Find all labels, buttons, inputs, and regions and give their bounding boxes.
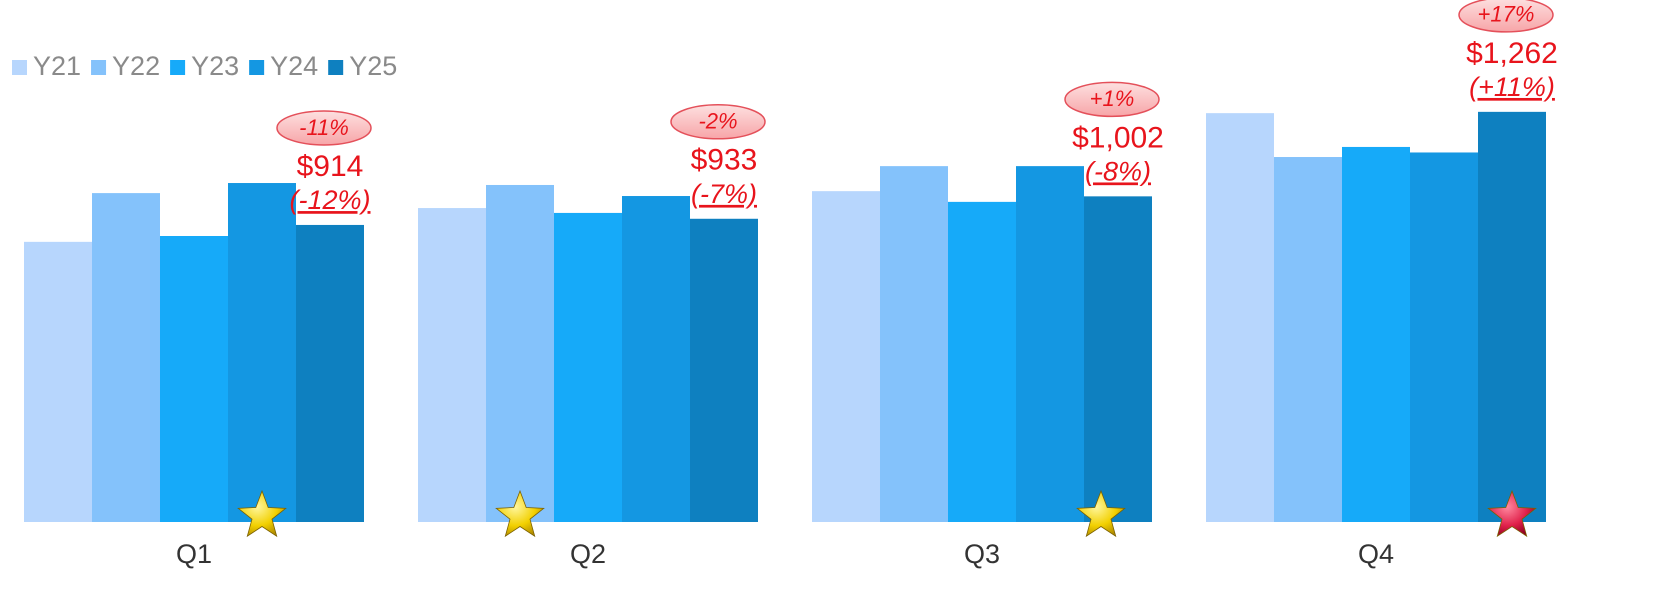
bar <box>1342 146 1410 522</box>
bar <box>1206 113 1274 523</box>
bar <box>554 212 622 523</box>
bar <box>160 236 228 522</box>
bar <box>486 184 554 522</box>
badge-pill <box>276 110 372 146</box>
bar <box>1410 152 1478 522</box>
badge-label: +17% <box>1478 2 1535 27</box>
change-label: (-7%) <box>691 179 757 209</box>
legend-swatch <box>12 60 27 75</box>
x-tick-label: Q2 <box>570 539 606 569</box>
bar <box>228 183 296 522</box>
badge-label: +1% <box>1090 86 1135 111</box>
legend-swatch <box>170 60 186 75</box>
legend-swatch <box>249 60 265 75</box>
x-tick-label: Q3 <box>964 539 1000 569</box>
bar <box>1274 157 1342 522</box>
legend-swatch <box>328 60 344 75</box>
badge-pill <box>670 104 766 140</box>
change-label: (-8%) <box>1085 156 1151 186</box>
badge-label: -11% <box>299 115 349 140</box>
x-tick-label: Q1 <box>176 539 212 569</box>
bar <box>880 166 948 522</box>
legend-swatch <box>91 60 107 75</box>
x-tick-label: Q4 <box>1358 539 1394 569</box>
bar <box>1084 196 1152 522</box>
badge-pill <box>1458 0 1554 33</box>
legend-label: Y25 <box>349 51 397 81</box>
bar <box>296 224 364 522</box>
bar <box>948 201 1016 522</box>
value-label: $1,262 <box>1466 37 1558 70</box>
bar <box>812 191 880 522</box>
bar <box>24 241 92 522</box>
bar <box>1478 111 1546 522</box>
value-label: $914 <box>297 150 364 183</box>
legend-label: Y22 <box>112 51 160 81</box>
badge-label: -2% <box>698 109 737 134</box>
value-label: $1,002 <box>1072 121 1164 154</box>
change-label: (-12%) <box>289 185 370 215</box>
bar <box>690 218 758 522</box>
bar <box>1016 166 1084 522</box>
star-icon <box>1076 489 1126 538</box>
legend-label: Y24 <box>270 51 318 81</box>
change-label: (+11%) <box>1469 72 1555 102</box>
star-icon <box>237 489 287 538</box>
value-label: $933 <box>691 144 758 177</box>
legend-label: Y23 <box>191 51 239 81</box>
bar <box>92 193 160 522</box>
star-icon <box>495 489 545 538</box>
badge-pill <box>1064 81 1160 118</box>
bar <box>418 208 486 523</box>
bar <box>622 196 690 522</box>
star-icon <box>1487 489 1537 538</box>
legend-label: Y21 <box>33 51 81 81</box>
